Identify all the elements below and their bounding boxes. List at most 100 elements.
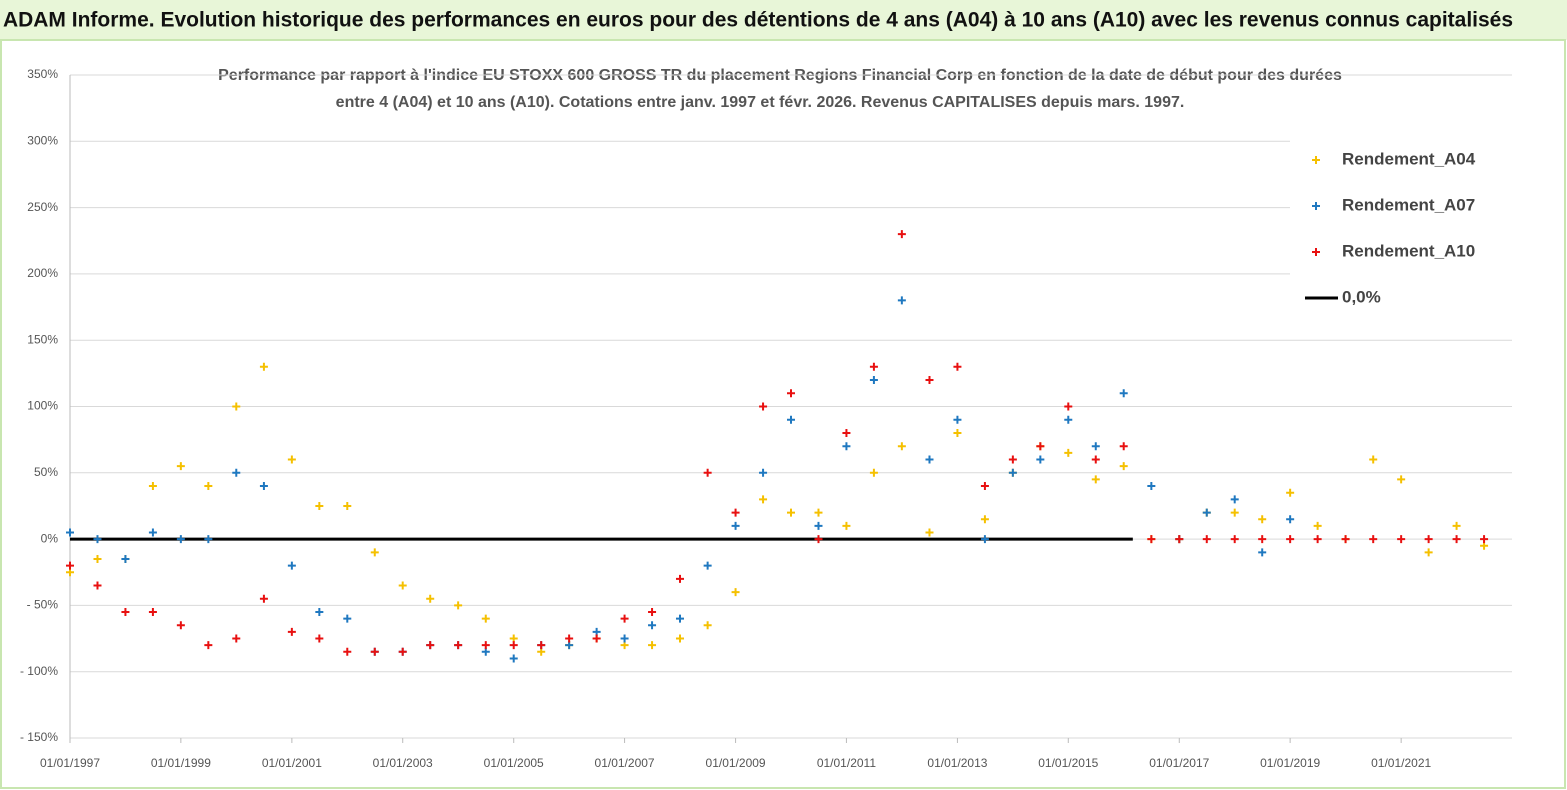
point [1452, 521, 1461, 530]
legend-box [1290, 130, 1512, 320]
chart-title: Performance par rapport à l'indice EU ST… [218, 67, 1342, 84]
point [1119, 442, 1128, 451]
point [287, 627, 296, 636]
point [426, 641, 435, 650]
point [66, 561, 74, 570]
point [731, 521, 740, 530]
point [980, 482, 989, 491]
point [93, 535, 102, 544]
x-tick-label: 01/01/2021 [1371, 756, 1431, 770]
point [787, 415, 795, 424]
point [842, 442, 851, 451]
point [787, 508, 795, 517]
legend-marker [1312, 202, 1320, 210]
point [93, 581, 102, 590]
point [1008, 468, 1017, 477]
point [787, 389, 795, 398]
point [537, 641, 546, 650]
point [842, 429, 851, 438]
point [814, 521, 823, 530]
point [232, 468, 241, 477]
point [759, 402, 768, 411]
point [454, 601, 463, 610]
point [1258, 548, 1267, 557]
point [648, 608, 657, 617]
point [814, 535, 823, 544]
point [1424, 535, 1433, 544]
point [148, 482, 157, 491]
y-tick-label: 200% [27, 266, 58, 280]
x-tick-label: 01/01/2019 [1260, 756, 1320, 770]
point [703, 561, 712, 570]
point [703, 621, 712, 630]
point [1091, 442, 1100, 451]
point [648, 621, 657, 630]
point [675, 614, 684, 623]
point [232, 402, 241, 411]
point [1119, 462, 1128, 471]
point [1286, 535, 1295, 544]
legend-marker [1312, 248, 1320, 256]
point [1397, 535, 1406, 544]
point [620, 634, 629, 643]
point [648, 641, 657, 650]
legend-label: Rendement_A10 [1342, 241, 1475, 260]
x-tick-label: 01/01/2007 [595, 756, 655, 770]
point [398, 647, 407, 656]
point [1258, 535, 1267, 544]
x-tick-label: 01/01/2005 [484, 756, 544, 770]
y-tick-label: - 100% [20, 664, 58, 678]
point [1230, 535, 1239, 544]
point [592, 634, 601, 643]
point [315, 608, 324, 617]
point [259, 482, 268, 491]
point [148, 528, 157, 537]
point [1341, 535, 1350, 544]
point [1008, 455, 1017, 464]
point [703, 468, 712, 477]
point [953, 429, 962, 438]
point [343, 614, 352, 623]
point [1452, 535, 1461, 544]
point [1175, 535, 1184, 544]
point [259, 362, 268, 371]
point [343, 647, 352, 656]
point [1313, 535, 1322, 544]
point [980, 535, 989, 544]
point [121, 554, 130, 563]
point [1424, 548, 1433, 557]
point [481, 641, 490, 650]
x-tick-label: 01/01/2015 [1038, 756, 1098, 770]
point [315, 501, 324, 510]
point [1064, 402, 1073, 411]
point [204, 482, 213, 491]
point [370, 548, 379, 557]
point [897, 296, 906, 305]
point [426, 594, 435, 603]
point [1202, 508, 1211, 517]
point [620, 614, 629, 623]
point [953, 415, 962, 424]
chart-subtitle: entre 4 (A04) et 10 ans (A10). Cotations… [336, 94, 1185, 111]
legend-label: 0,0% [1342, 287, 1381, 306]
point [814, 508, 823, 517]
point [675, 574, 684, 583]
point [1036, 442, 1045, 451]
point [1036, 455, 1045, 464]
y-tick-label: 300% [27, 133, 58, 147]
y-tick-label: 350% [27, 67, 58, 81]
point [759, 468, 768, 477]
point [1369, 535, 1378, 544]
legend-marker [1312, 156, 1320, 164]
point [980, 515, 989, 524]
point [259, 594, 268, 603]
point [925, 375, 934, 384]
point [1091, 455, 1100, 464]
point [1119, 389, 1128, 398]
x-tick-label: 01/01/2009 [706, 756, 766, 770]
point [731, 588, 740, 597]
point [481, 614, 490, 623]
point [176, 462, 185, 471]
point [1147, 535, 1156, 544]
point [897, 442, 906, 451]
